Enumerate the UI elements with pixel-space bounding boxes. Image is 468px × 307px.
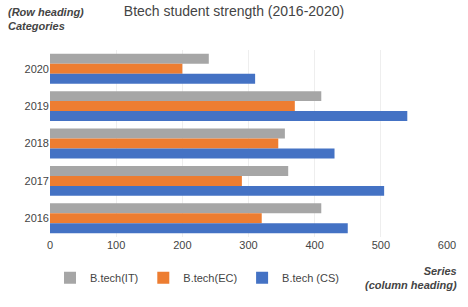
svg-text:B.tech(IT): B.tech(IT) xyxy=(90,272,138,284)
svg-text:0: 0 xyxy=(47,239,53,251)
svg-text:600: 600 xyxy=(438,239,456,251)
svg-text:300: 300 xyxy=(239,239,257,251)
svg-text:(Row heading)Categories: (Row heading)Categories xyxy=(8,6,84,32)
svg-text:Btech student strength (2016-2: Btech student strength (2016-2020) xyxy=(124,3,344,19)
svg-text:2017: 2017 xyxy=(25,175,49,187)
svg-text:500: 500 xyxy=(372,239,390,251)
svg-text:Series(column heading): Series(column heading) xyxy=(365,265,457,291)
svg-text:2018: 2018 xyxy=(25,137,49,149)
svg-text:100: 100 xyxy=(107,239,125,251)
svg-text:400: 400 xyxy=(305,239,323,251)
svg-text:2019: 2019 xyxy=(25,100,49,112)
svg-text:2020: 2020 xyxy=(25,63,49,75)
svg-text:2016: 2016 xyxy=(25,212,49,224)
svg-text:B.tech(EC): B.tech(EC) xyxy=(183,272,237,284)
svg-text:B.tech (CS): B.tech (CS) xyxy=(282,272,339,284)
svg-text:200: 200 xyxy=(173,239,191,251)
